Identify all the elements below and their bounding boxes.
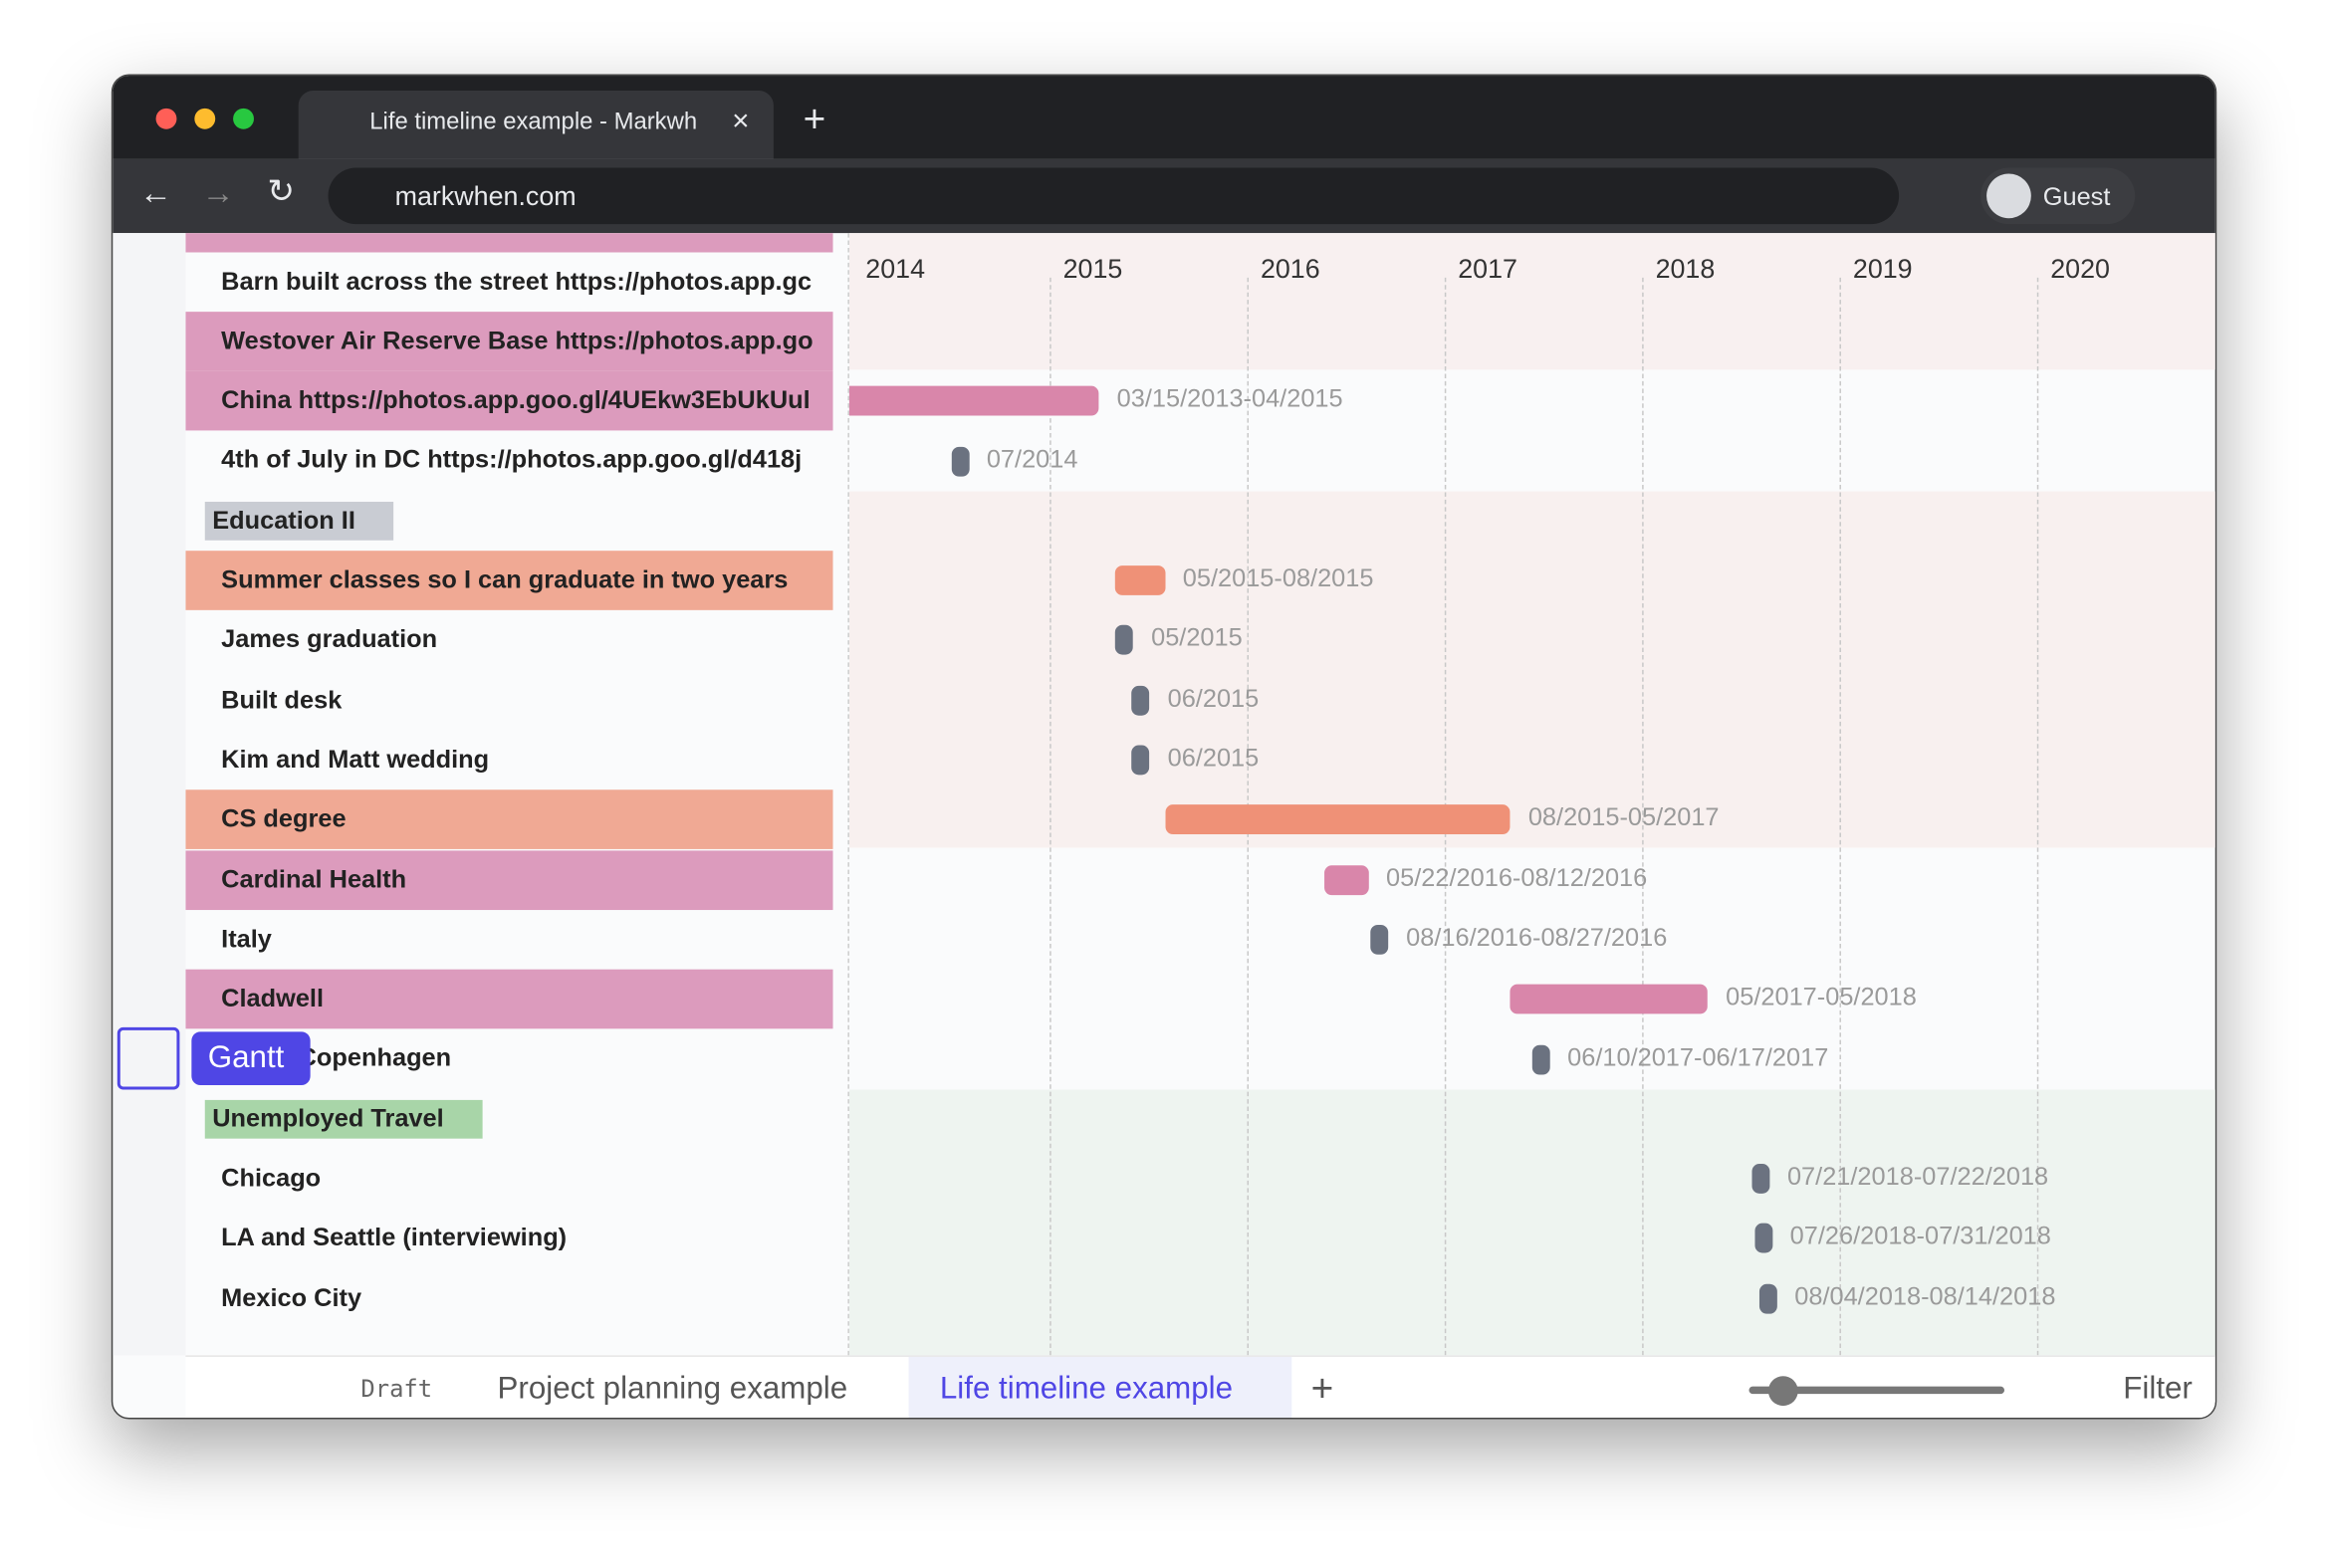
timeline: 2014 2015 2016 2017 2018 2019 2020 03/15/2013-0… — [847, 233, 2215, 1356]
new-tab[interactable]: + — [803, 96, 826, 141]
event-date: 08/16/2016-08/27/2016 — [1406, 923, 1668, 952]
event-bar[interactable] — [1115, 625, 1134, 656]
year-line — [2036, 277, 2039, 1356]
tab-close[interactable]: × — [732, 105, 750, 138]
row[interactable]: Westover Air Reserve Base https://photos… — [185, 311, 833, 371]
row[interactable]: Cladwell — [185, 969, 833, 1029]
event-bar[interactable] — [1370, 924, 1389, 955]
row[interactable]: 4th of July in DC https://photos.app.goo… — [221, 445, 803, 475]
max-dot[interactable] — [233, 108, 254, 129]
row — [185, 233, 833, 252]
row[interactable]: Built desk — [221, 685, 343, 714]
event-date: 08/04/2018-08/14/2018 — [1794, 1281, 2056, 1311]
event-date: 05/2015-08/2015 — [1182, 563, 1374, 593]
band — [848, 491, 2215, 848]
row[interactable]: Barn built across the street https://pho… — [221, 266, 813, 295]
tab-label: Life timeline example — [939, 1371, 1234, 1407]
title-bar: Life timeline example - Markwh × + — [113, 76, 2215, 159]
event-date: 07/2014 — [986, 444, 1078, 473]
row[interactable]: Kim and Matt wedding — [221, 745, 490, 774]
year-line — [1642, 277, 1644, 1356]
forward[interactable]: → — [201, 173, 235, 211]
year-label: 2018 — [1655, 253, 1716, 284]
toolbar: ← → ↻ markwhen.com Guest — [113, 158, 2215, 234]
row[interactable]: Mexico City — [221, 1283, 362, 1312]
event-date: 03/15/2013-04/2015 — [1116, 384, 1343, 413]
min-dot[interactable] — [194, 108, 216, 129]
event-date: 06/2015 — [1167, 744, 1260, 773]
event-bar[interactable] — [848, 386, 1099, 416]
year-line — [1049, 277, 1051, 1356]
event-bar[interactable] — [951, 446, 969, 476]
event-bar[interactable] — [1753, 1224, 1772, 1254]
row[interactable]: LA and Seattle (interviewing) — [221, 1224, 568, 1252]
close-dot[interactable] — [155, 108, 177, 129]
event-bar[interactable] — [1510, 984, 1709, 1014]
footer: Draft Project planning example Life time… — [185, 1355, 2215, 1419]
profile[interactable]: Guest — [1980, 167, 2136, 225]
event-date: 06/10/2017-06/17/2017 — [1567, 1042, 1829, 1071]
row[interactable]: China https://photos.app.goo.gl/4UEkw3Eb… — [185, 370, 833, 432]
slider-knob[interactable] — [1767, 1376, 1798, 1407]
year-label: 2019 — [1852, 253, 1913, 284]
event-date: 05/2015 — [1151, 623, 1243, 653]
year-label: 2016 — [1260, 253, 1320, 284]
event-bar[interactable] — [1758, 1283, 1777, 1314]
band — [848, 1089, 2215, 1356]
event-date: 08/2015-05/2017 — [1527, 803, 1720, 832]
event-date: 05/22/2016-08/12/2016 — [1386, 863, 1648, 892]
year-label: 2020 — [2050, 253, 2110, 284]
year-label: 2017 — [1458, 253, 1517, 284]
event-bar[interactable] — [1131, 685, 1150, 716]
row[interactable]: CS degree — [185, 789, 833, 850]
tooltip: Gantt — [191, 1031, 311, 1085]
filter[interactable]: Filter — [2123, 1371, 2193, 1407]
event-bar[interactable] — [1324, 864, 1369, 895]
event-date: 07/26/2018-07/31/2018 — [1789, 1222, 2051, 1251]
event-date: 07/21/2018-07/22/2018 — [1786, 1162, 2049, 1192]
draft-label: Draft — [360, 1374, 433, 1404]
group-label[interactable]: Unemployed Travel — [204, 1099, 483, 1139]
row-panel: Barn built across the street https://pho… — [185, 233, 847, 1355]
year-line — [1839, 277, 1841, 1356]
row[interactable]: Summer classes so I can graduate in two … — [185, 551, 833, 611]
group-label[interactable]: Education II — [204, 501, 394, 541]
profile-name: Guest — [2042, 182, 2111, 211]
row[interactable]: Chicago — [221, 1164, 322, 1193]
tab-label[interactable]: Project planning example — [497, 1371, 848, 1407]
row[interactable]: Cardinal Health — [185, 849, 833, 910]
zoom-slider[interactable] — [1748, 1386, 2004, 1395]
reload[interactable]: ↻ — [267, 171, 295, 210]
add-tab[interactable]: + — [1310, 1365, 1334, 1411]
url: markwhen.com — [394, 180, 577, 211]
gantt-button[interactable] — [116, 1026, 180, 1090]
active-tab[interactable]: Life timeline example — [908, 1356, 1292, 1419]
tab[interactable]: Life timeline example - Markwh × — [298, 90, 774, 159]
event-date: 06/2015 — [1167, 684, 1260, 713]
row[interactable]: Italy — [221, 924, 272, 953]
year-label: 2014 — [865, 253, 926, 284]
event-bar[interactable] — [1131, 745, 1150, 776]
back[interactable]: ← — [139, 173, 172, 211]
event-bar[interactable] — [1531, 1044, 1550, 1074]
event-bar[interactable] — [1115, 565, 1165, 596]
band — [848, 233, 2215, 370]
browser-window: Life timeline example - Markwh × + ← → ↻… — [111, 74, 2217, 1420]
event-date: 05/2017-05/2018 — [1726, 983, 1917, 1011]
row[interactable]: James graduation — [221, 625, 438, 654]
event-bar[interactable] — [1751, 1164, 1770, 1195]
sidebar — [113, 233, 186, 1356]
tab-title: Life timeline example - Markwh — [369, 110, 698, 135]
omnibox[interactable]: markwhen.com — [328, 167, 1900, 225]
year-label: 2015 — [1062, 253, 1123, 284]
event-bar[interactable] — [1164, 804, 1511, 835]
